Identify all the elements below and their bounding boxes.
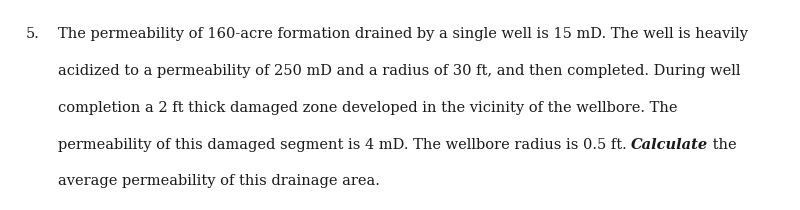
Text: permeability of this damaged segment is 4 mD. The wellbore radius is 0.5 ft.: permeability of this damaged segment is … xyxy=(58,138,631,152)
Text: completion a 2 ft thick damaged zone developed in the vicinity of the wellbore. : completion a 2 ft thick damaged zone dev… xyxy=(58,101,677,115)
Text: Calculate: Calculate xyxy=(631,138,708,152)
Text: 5.: 5. xyxy=(26,27,39,41)
Text: acidized to a permeability of 250 mD and a radius of 30 ft, and then completed. : acidized to a permeability of 250 mD and… xyxy=(58,64,740,78)
Text: average permeability of this drainage area.: average permeability of this drainage ar… xyxy=(58,174,379,188)
Text: The permeability of 160-acre formation drained by a single well is 15 mD. The we: The permeability of 160-acre formation d… xyxy=(58,27,747,41)
Text: the: the xyxy=(708,138,737,152)
